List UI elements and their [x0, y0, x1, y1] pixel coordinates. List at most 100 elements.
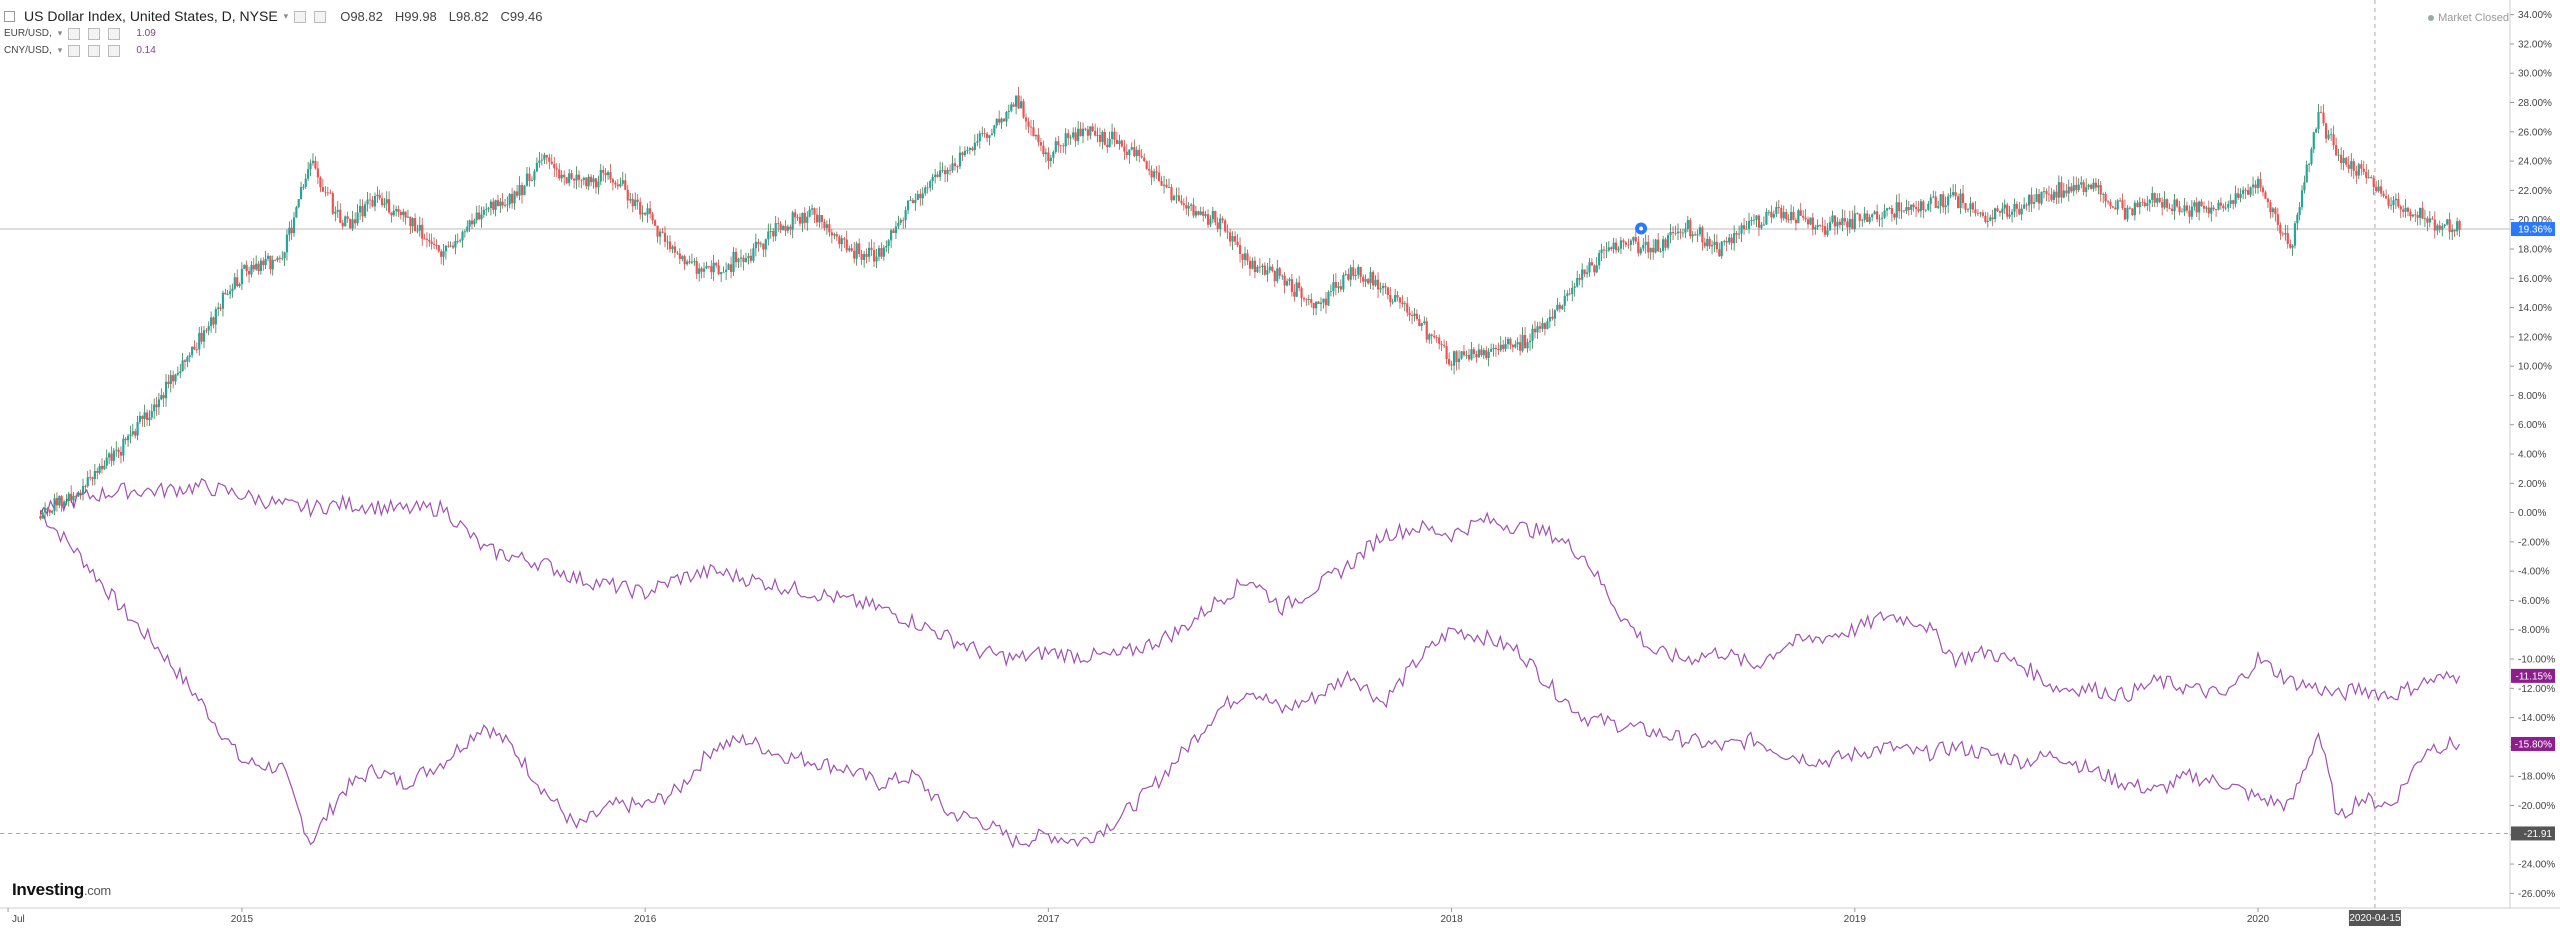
- collapse-legend-icon[interactable]: [4, 11, 15, 22]
- candle-body: [943, 170, 947, 175]
- candle-body: [568, 173, 571, 184]
- crosshair-date-label: 2020-04-15: [2349, 913, 2401, 924]
- candle-body: [525, 173, 529, 186]
- candle-body: [1012, 104, 1015, 107]
- candle-body: [646, 208, 649, 215]
- candle-body: [2146, 203, 2149, 206]
- candle-body: [1585, 272, 1589, 275]
- candle-body: [978, 133, 981, 142]
- candle-body: [673, 246, 677, 253]
- candle-body: [119, 451, 123, 456]
- candle-body: [742, 257, 745, 262]
- candle-body: [2153, 193, 2156, 203]
- candle-body: [2193, 202, 2196, 207]
- y-tick-label: 12.00%: [2518, 332, 2552, 343]
- candle-body: [2327, 134, 2330, 139]
- candle-body: [2392, 200, 2395, 206]
- series-line-cnyusd: [39, 478, 2461, 703]
- candle-body: [1059, 145, 1062, 147]
- settings-icon[interactable]: [88, 44, 101, 57]
- candle-body: [2266, 198, 2270, 203]
- series-name-eurusd[interactable]: EUR/USD,: [4, 28, 52, 39]
- candle-body: [1701, 227, 1704, 243]
- chevron-down-icon[interactable]: ▾: [57, 45, 63, 55]
- candle-body: [91, 477, 94, 480]
- eye-icon[interactable]: [294, 10, 307, 23]
- candle-body: [619, 183, 622, 187]
- candle-body: [1780, 208, 1783, 219]
- candle-body: [2441, 226, 2444, 230]
- candle-body: [1497, 349, 1500, 351]
- candle-body: [2286, 233, 2289, 244]
- candle-body: [1969, 203, 1972, 210]
- candle-body: [2082, 182, 2085, 193]
- candle-body: [882, 247, 885, 257]
- y-tick-label: 0.00%: [2518, 508, 2546, 519]
- candle-body: [314, 160, 317, 169]
- candle-body: [1452, 351, 1456, 366]
- candle-body: [354, 219, 357, 224]
- candle-body: [1180, 200, 1183, 204]
- candle-body: [1017, 95, 1020, 109]
- y-tick-label: 24.00%: [2518, 157, 2552, 168]
- candle-body: [575, 174, 578, 181]
- candle-body: [2453, 229, 2456, 232]
- candle-body: [2128, 207, 2132, 209]
- candle-body: [1662, 239, 1665, 252]
- eye-icon[interactable]: [68, 27, 81, 40]
- settings-icon[interactable]: [314, 10, 327, 23]
- candle-body: [361, 206, 364, 217]
- candle-body: [356, 212, 359, 224]
- candle-body: [1902, 210, 1906, 212]
- candle-body: [1745, 228, 1748, 230]
- candle-body: [1352, 267, 1355, 276]
- candle-body: [592, 178, 595, 183]
- candle-body: [1462, 351, 1466, 356]
- eye-icon[interactable]: [68, 44, 81, 57]
- candle-body: [956, 165, 959, 167]
- candle-body: [754, 241, 757, 249]
- candle-body: [1410, 315, 1414, 316]
- candle-body: [2232, 200, 2235, 204]
- candle-body: [1649, 247, 1652, 253]
- settings-icon[interactable]: [88, 27, 101, 40]
- candle-body: [2119, 200, 2122, 202]
- candle-body: [2008, 214, 2011, 217]
- candle-body: [1042, 145, 1045, 155]
- candle-body: [131, 431, 134, 435]
- candle-body: [899, 220, 902, 223]
- candle-body: [418, 224, 421, 231]
- candle-body: [1266, 270, 1269, 275]
- candle-body: [1177, 195, 1181, 201]
- candle-body: [1984, 215, 1987, 222]
- candle-body: [1172, 196, 1176, 201]
- series-name-cnyusd[interactable]: CNY/USD,: [4, 45, 52, 56]
- candle-body: [1499, 344, 1502, 351]
- candle-body: [1642, 244, 1645, 249]
- candle-body: [853, 250, 856, 259]
- candle-body: [1878, 218, 1881, 220]
- close-icon[interactable]: [108, 44, 121, 57]
- last-value-label: -11.15%: [2515, 671, 2552, 682]
- candle-body: [336, 209, 339, 212]
- candle-body: [1480, 349, 1483, 356]
- candle-body: [1364, 279, 1367, 282]
- candle-body: [122, 438, 125, 456]
- candle-body: [781, 226, 785, 230]
- candle-body: [1674, 233, 1677, 234]
- candle-body: [2372, 178, 2375, 187]
- close-icon[interactable]: [108, 27, 121, 40]
- chevron-down-icon[interactable]: ▾: [57, 28, 63, 38]
- candle-body: [2284, 233, 2287, 235]
- candle-body: [894, 226, 898, 234]
- candle-body: [2322, 112, 2325, 124]
- candle-body: [801, 212, 804, 224]
- candle-body: [1106, 144, 1109, 148]
- candle-body: [2332, 134, 2335, 146]
- candle-body: [1669, 232, 1672, 236]
- candle-body: [2173, 199, 2176, 212]
- candle-body: [1981, 212, 1984, 216]
- main-series-title[interactable]: US Dollar Index, United States, D, NYSE: [24, 8, 278, 24]
- chevron-down-icon[interactable]: ▾: [283, 11, 289, 21]
